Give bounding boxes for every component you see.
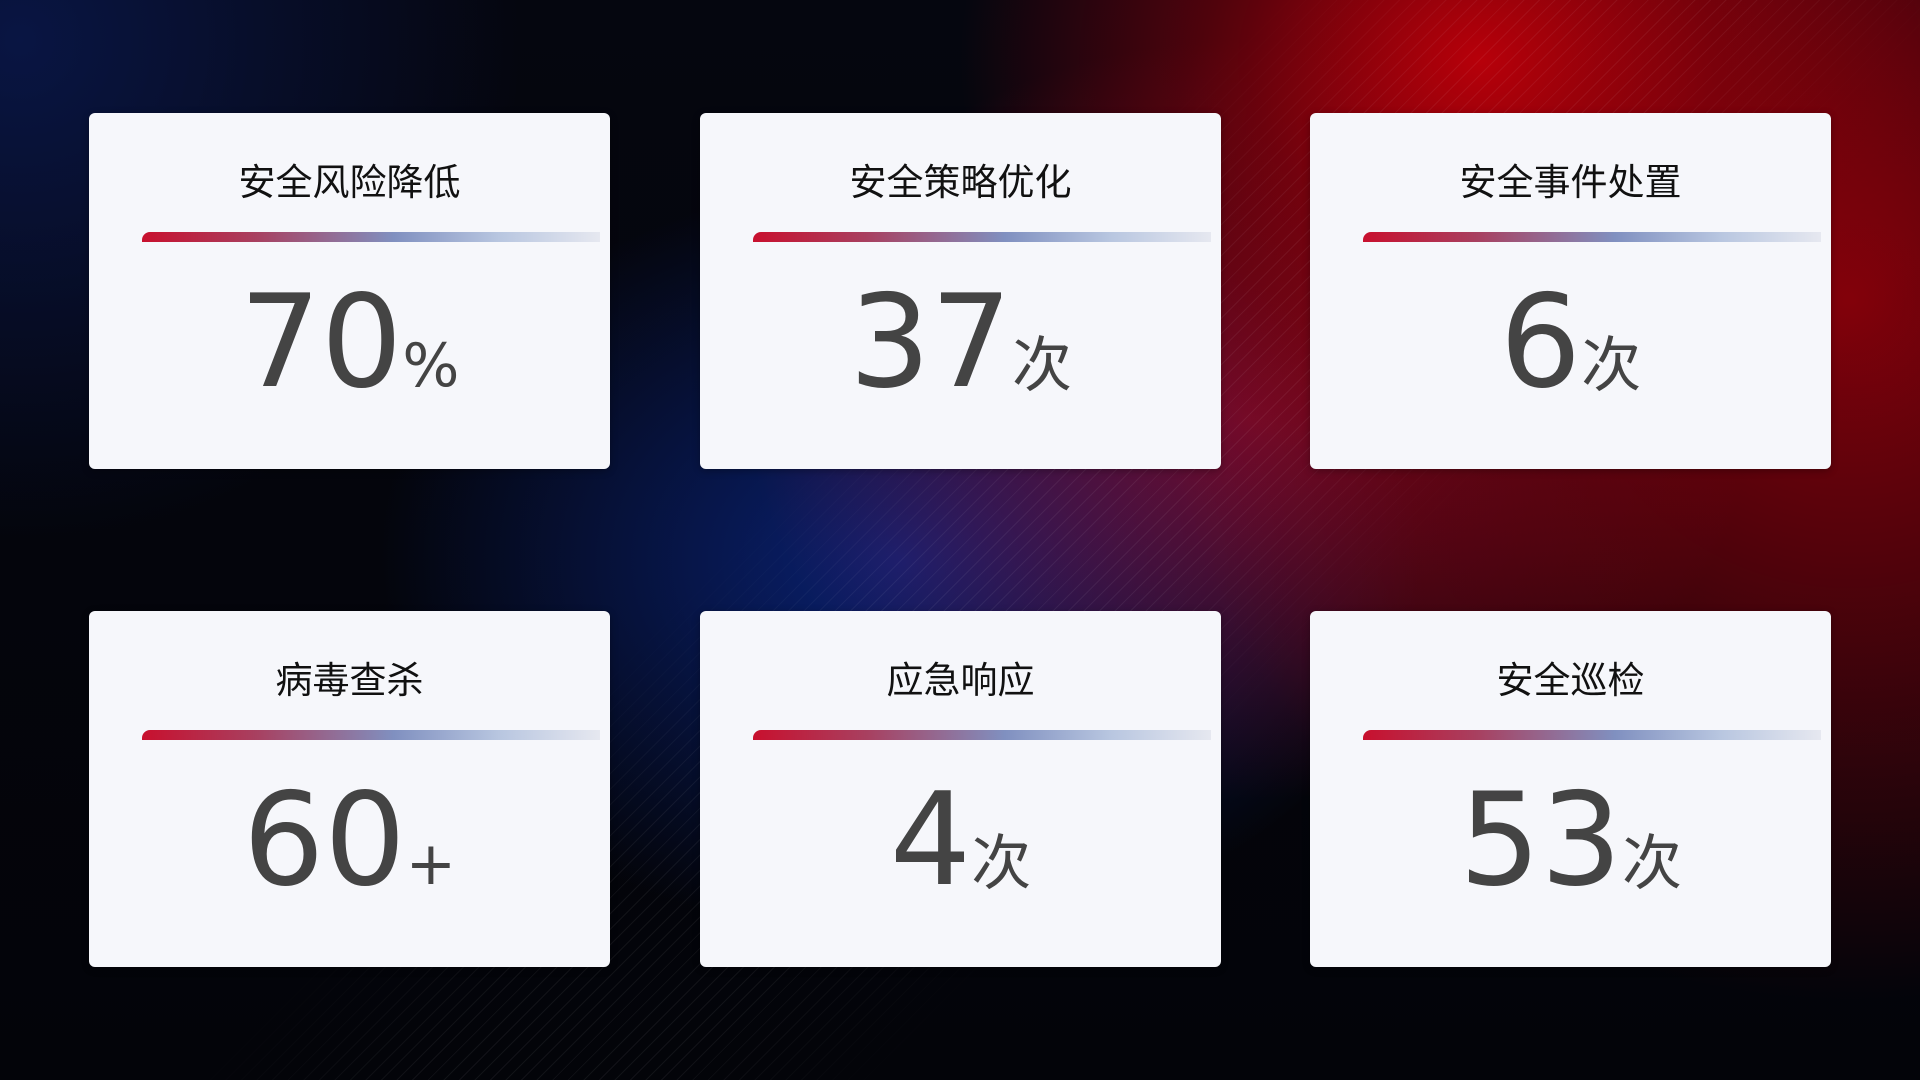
value-number: 53 <box>1459 766 1622 915</box>
card-title: 安全巡检 <box>1496 659 1645 702</box>
value-unit: 次 <box>1621 829 1682 899</box>
stat-card-incident-handling: 安全事件处置 6次 <box>1310 113 1831 469</box>
card-value: 37次 <box>700 268 1221 418</box>
card-value: 53次 <box>1310 766 1831 916</box>
card-divider <box>1363 232 1821 242</box>
stat-card-security-patrol: 安全巡检 53次 <box>1310 611 1831 967</box>
value-unit: + <box>405 829 457 899</box>
card-title: 病毒查杀 <box>275 659 424 702</box>
card-divider <box>142 730 600 740</box>
card-divider <box>753 232 1211 242</box>
card-title: 安全策略优化 <box>849 161 1072 204</box>
card-value: 6次 <box>1310 268 1831 418</box>
value-unit: 次 <box>1581 331 1642 401</box>
value-number: 4 <box>889 766 972 915</box>
value-number: 6 <box>1499 268 1582 417</box>
value-number: 60 <box>242 766 406 915</box>
card-value: 4次 <box>700 766 1221 916</box>
stat-card-risk-reduction: 安全风险降低 70% <box>89 113 610 469</box>
value-unit: 次 <box>971 829 1032 899</box>
card-title: 安全事件处置 <box>1459 161 1682 204</box>
stat-card-emergency-response: 应急响应 4次 <box>700 611 1221 967</box>
value-number: 37 <box>849 268 1012 417</box>
value-unit: 次 <box>1011 331 1072 401</box>
card-divider <box>1363 730 1821 740</box>
stat-card-virus-removal: 病毒查杀 60+ <box>89 611 610 967</box>
card-title: 安全风险降低 <box>238 161 461 204</box>
card-value: 70% <box>89 268 610 418</box>
card-value: 60+ <box>89 766 610 916</box>
card-divider <box>142 232 600 242</box>
value-number: 70 <box>239 268 403 417</box>
value-unit: % <box>402 331 460 401</box>
stat-card-policy-optimization: 安全策略优化 37次 <box>700 113 1221 469</box>
card-divider <box>753 730 1211 740</box>
card-title: 应急响应 <box>886 659 1035 702</box>
